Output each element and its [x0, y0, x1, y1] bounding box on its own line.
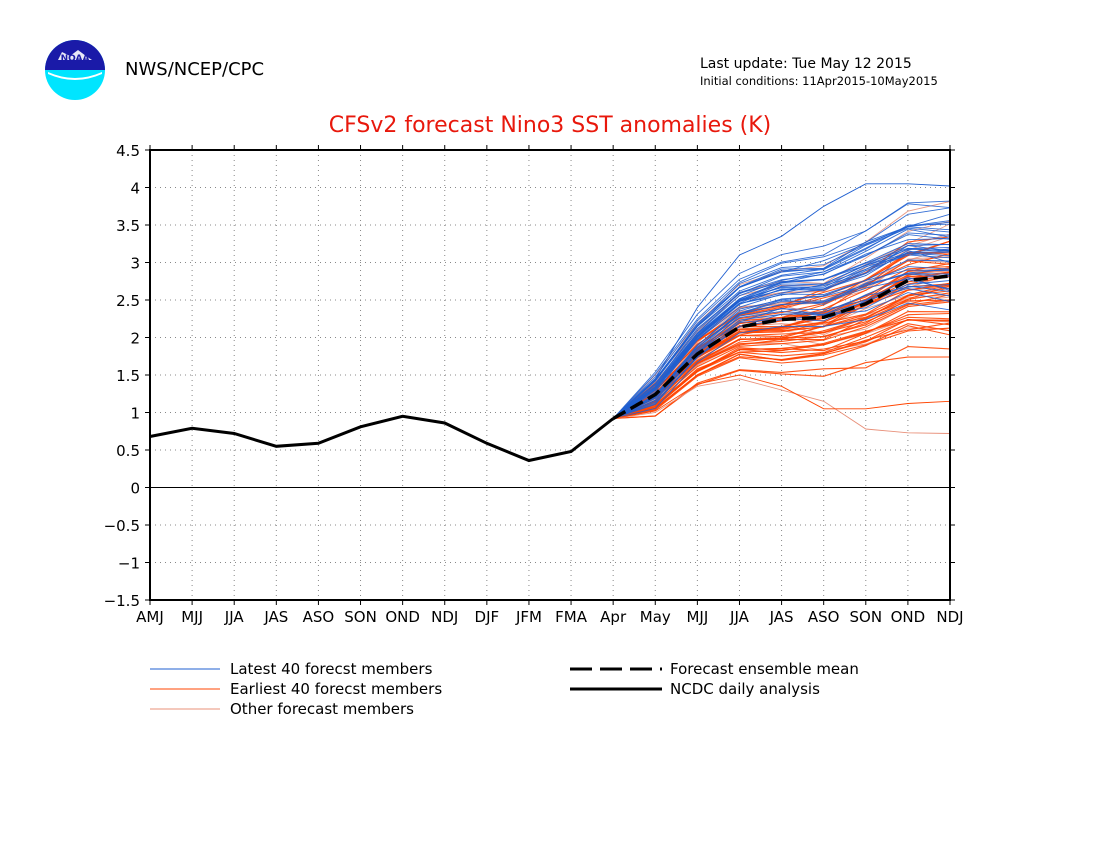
y-tick-label: −0.5: [104, 517, 140, 535]
plot-area: −1.5 −1 −0.5 0 0.5 1 1.5 2 2.5 3 3.5 4 4.5 AMJ MJJ JJA J…: [104, 142, 964, 626]
legend-lines: [150, 667, 662, 710]
plot-frame: [149, 149, 951, 601]
x-tick-label: JAS: [769, 608, 794, 626]
ensemble-member-line: [612, 207, 951, 419]
noaa-logo-icon: NOAA: [45, 40, 105, 100]
x-tick-label: MJJ: [686, 608, 708, 626]
ensemble-member-line: [612, 220, 951, 419]
ensemble-member-line: [613, 292, 951, 419]
x-tick-label: JFM: [515, 608, 542, 626]
ensemble-member-line: [612, 248, 951, 419]
ensemble-member-line: [612, 227, 951, 419]
y-tick-label: 2: [130, 330, 140, 348]
x-tick-label: JJA: [729, 608, 750, 626]
y-tick-label: 3.5: [116, 217, 140, 235]
y-tick-label: 4: [130, 180, 140, 198]
last-update-text: Last update: Tue May 12 2015: [700, 56, 912, 72]
ensemble-member-line: [613, 318, 951, 420]
x-tick-label: DJF: [475, 608, 500, 626]
y-tick-label: 0.5: [116, 442, 140, 460]
ensemble-member-line: [613, 302, 951, 419]
ensemble-member-line: [612, 200, 951, 419]
ensemble-member-line: [613, 277, 951, 419]
ensemble-member-line: [612, 254, 951, 419]
ensemble-member-line: [612, 223, 951, 419]
x-tick-label: SON: [344, 608, 377, 626]
x-tick-label: Apr: [600, 608, 627, 626]
ensemble-member-line: [612, 259, 951, 419]
x-tick-label: JJA: [224, 608, 245, 626]
ensemble-member-line: [613, 356, 951, 420]
initial-conditions-text: Initial conditions: 11Apr2015-10May2015: [700, 74, 938, 88]
org-label: NWS/NCEP/CPC: [125, 59, 265, 80]
ensemble-member-line: [613, 374, 951, 419]
ensemble-member-line: [612, 265, 951, 419]
x-tick-label: FMA: [555, 608, 588, 626]
legend-label-mean: Forecast ensemble mean: [670, 660, 859, 678]
y-tick-label: 1: [130, 405, 140, 423]
x-tick-label: ASO: [303, 608, 335, 626]
y-tick-label: 3: [130, 255, 140, 273]
ensemble-member-line: [612, 183, 951, 419]
x-tick-label: MJJ: [181, 608, 203, 626]
ensemble-member-line: [613, 288, 951, 419]
x-tick-label: ASO: [808, 608, 840, 626]
x-tick-label: OND: [891, 608, 926, 626]
ensemble-member-line: [613, 301, 951, 420]
y-tick-label: 4.5: [116, 142, 140, 160]
x-tick-label: JAS: [263, 608, 288, 626]
legend-label-other: Other forecast members: [230, 700, 414, 718]
analysis-line: [149, 414, 615, 463]
ensemble-member-line: [612, 234, 951, 419]
ensemble-member-line: [613, 325, 951, 420]
ensemble-mean-line: [612, 274, 951, 421]
ensemble-member-line: [612, 228, 951, 419]
x-tick-label: OND: [385, 608, 420, 626]
x-tick-label: SON: [850, 608, 883, 626]
y-tick-label: −1: [118, 555, 140, 573]
y-tick-label: 0: [130, 480, 140, 498]
ensemble-member-line: [613, 311, 951, 420]
y-tick-label: 2.5: [116, 292, 140, 310]
ensemble-member-line: [613, 322, 951, 420]
legend-label-latest: Latest 40 forecst members: [230, 660, 433, 678]
x-tick-label: NDJ: [936, 608, 963, 626]
chart-title: CFSv2 forecast Nino3 SST anomalies (K): [328, 113, 772, 138]
ensemble-member-line: [613, 378, 951, 434]
ensemble-member-line: [612, 246, 951, 419]
x-tick-label: AMJ: [136, 608, 164, 626]
x-tick-label: NDJ: [431, 608, 458, 626]
legend-label-analysis: NCDC daily analysis: [670, 680, 820, 698]
y-tick-label: 1.5: [116, 367, 140, 385]
y-tick-label: −1.5: [104, 592, 140, 610]
legend-label-earliest: Earliest 40 forecst members: [230, 680, 443, 698]
logo-text: NOAA: [61, 54, 90, 64]
x-tick-label: May: [640, 608, 671, 626]
